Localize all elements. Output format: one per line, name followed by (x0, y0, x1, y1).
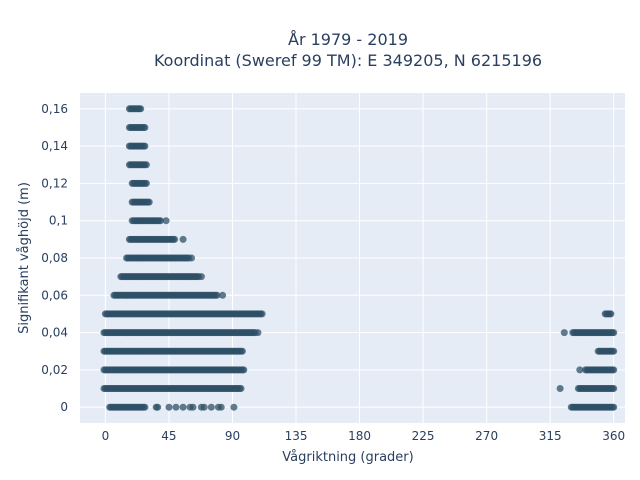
data-point (567, 403, 575, 411)
scatter-points (100, 105, 618, 411)
data-point (607, 310, 615, 318)
x-tick-label: 315 (539, 429, 562, 443)
y-tick-label: 0,08 (41, 251, 68, 265)
data-point (171, 235, 179, 243)
data-point (172, 403, 180, 411)
data-point (197, 273, 205, 281)
data-point (145, 198, 153, 206)
data-point (610, 347, 618, 355)
data-point (179, 403, 187, 411)
data-point (141, 124, 149, 131)
data-point (141, 403, 149, 411)
x-tick-label: 225 (412, 429, 435, 443)
y-tick-label: 0,06 (41, 288, 68, 302)
data-point (556, 385, 564, 392)
y-tick-label: 0,1 (49, 214, 68, 228)
data-point (217, 403, 225, 411)
data-point (240, 366, 248, 374)
data-point (213, 291, 221, 299)
data-point (610, 385, 618, 392)
chart-title-line-2: Koordinat (Sweref 99 TM): E 349205, N 62… (154, 51, 542, 70)
x-tick-label: 180 (348, 429, 371, 443)
data-point (142, 161, 150, 169)
data-point (154, 403, 162, 411)
data-point (137, 105, 145, 113)
data-point (258, 310, 266, 318)
grid-lines (80, 93, 625, 423)
y-axis-title: Signifikant våghöjd (m) (17, 182, 32, 334)
data-point (610, 403, 618, 411)
x-tick-label: 270 (475, 429, 498, 443)
y-tick-label: 0,04 (41, 326, 68, 340)
chart-title-line-1: År 1979 - 2019 (288, 30, 408, 49)
data-point (560, 329, 568, 337)
y-tick-label: 0,16 (41, 102, 68, 116)
data-point (165, 403, 173, 411)
data-point (141, 142, 149, 150)
y-axis-ticks: 0 0,02 0,04 0,06 0,08 0,1 0,12 0,14 0,16 (41, 102, 68, 414)
data-point (610, 329, 618, 337)
y-tick-label: 0 (60, 400, 68, 414)
x-tick-label: 45 (161, 429, 176, 443)
data-point (200, 403, 208, 411)
data-point (162, 217, 170, 225)
data-point (157, 217, 164, 225)
data-point (142, 179, 150, 187)
data-point (254, 329, 262, 337)
data-point (219, 291, 227, 299)
x-axis-title: Vågriktning (grader) (282, 450, 413, 465)
y-tick-label: 0,12 (41, 176, 68, 190)
data-point (610, 366, 618, 374)
data-point (576, 366, 584, 374)
data-point (189, 403, 197, 411)
x-tick-label: 360 (602, 429, 625, 443)
y-tick-label: 0,02 (41, 363, 68, 377)
x-tick-label: 0 (102, 429, 110, 443)
x-tick-label: 135 (285, 429, 308, 443)
data-point (238, 347, 246, 355)
y-tick-label: 0,14 (41, 139, 68, 153)
data-point (237, 385, 245, 392)
x-axis-ticks: 0 45 90 135 180 225 270 315 360 (102, 429, 626, 443)
data-point (230, 403, 238, 411)
data-point (207, 403, 215, 411)
x-tick-label: 90 (225, 429, 240, 443)
data-point (179, 235, 187, 243)
data-point (188, 254, 195, 262)
